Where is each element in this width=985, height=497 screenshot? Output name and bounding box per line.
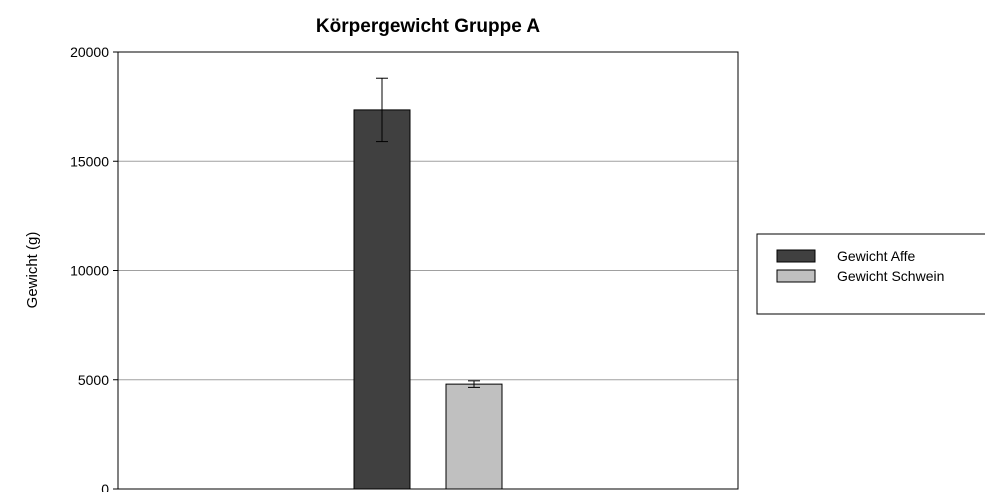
y-axis-ticks: 0 5000 10000 15000 20000 bbox=[70, 44, 118, 497]
gridlines bbox=[118, 160, 738, 381]
y-tick-label: 10000 bbox=[70, 263, 109, 279]
y-tick-label: 15000 bbox=[70, 153, 109, 169]
y-axis-label: Gewicht (g) bbox=[24, 232, 41, 309]
legend: Gewicht Affe Gewicht Schwein bbox=[756, 233, 985, 315]
bars bbox=[353, 77, 503, 490]
y-tick-label: 0 bbox=[101, 481, 109, 492]
y-tick-label: 20000 bbox=[70, 44, 109, 60]
bar-gewicht-schwein bbox=[445, 383, 503, 490]
legend-swatch bbox=[776, 249, 816, 263]
legend-swatch bbox=[776, 269, 816, 283]
y-tick-label: 5000 bbox=[78, 372, 109, 388]
bar-gewicht-affe bbox=[353, 109, 411, 490]
legend-label: Gewicht Schwein bbox=[837, 268, 944, 284]
chart-title: Körpergewicht Gruppe A bbox=[316, 16, 540, 37]
legend-label: Gewicht Affe bbox=[837, 248, 916, 264]
